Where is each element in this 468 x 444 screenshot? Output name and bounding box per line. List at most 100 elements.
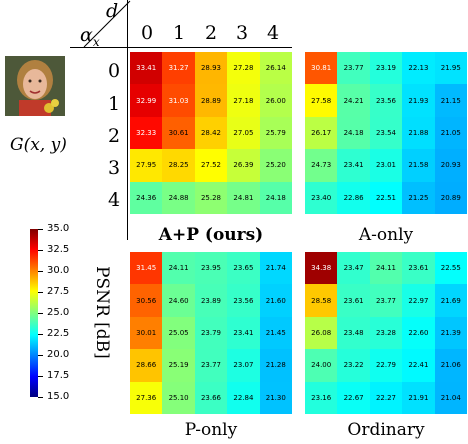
heatmap-cell: 32.99: [130, 84, 163, 117]
heatmap-cell: 21.95: [434, 52, 467, 85]
column-header-0: 0: [140, 22, 154, 44]
colorbar-tick-1: [38, 250, 43, 251]
heatmap-cell: 23.66: [194, 381, 228, 414]
heatmap-cell: 31.45: [130, 252, 163, 285]
heatmap-cell: 27.36: [130, 381, 163, 414]
colorbar-tick-3: [38, 292, 43, 293]
alpha-axis-label: αx: [80, 24, 100, 49]
heatmap-cell: 21.91: [402, 381, 435, 414]
heatmap-cell: 24.21: [337, 84, 370, 117]
column-header-4: 4: [266, 22, 280, 44]
colorbar: [30, 229, 38, 397]
heatmap-cell: 24.73: [305, 149, 338, 182]
heatmap-cell: 21.69: [434, 284, 467, 317]
heatmap-cell: 21.30: [259, 381, 292, 414]
heatmap-cell: 28.42: [194, 116, 228, 150]
colorbar-tick-label-2: 30.0: [47, 265, 70, 276]
heatmap-cell: 23.48: [337, 316, 370, 350]
heatmap-cell: 28.58: [305, 284, 338, 317]
heatmap-cell: 22.60: [402, 316, 435, 350]
row-header-0: 0: [108, 60, 121, 82]
heatmap-cell: 25.05: [162, 316, 195, 350]
d-axis-label: d: [106, 0, 119, 22]
colorbar-tick-2: [38, 271, 43, 272]
colorbar-tick-7: [38, 376, 43, 377]
heatmap-cell: 21.06: [434, 349, 467, 382]
row-header-4: 4: [108, 189, 121, 211]
colorbar-tick-8: [38, 397, 43, 398]
heatmap-cell: 23.61: [337, 284, 370, 317]
heatmap-cell: 22.27: [369, 381, 403, 414]
alpha-subscript: x: [92, 34, 100, 49]
heatmap-cell: 20.89: [434, 181, 467, 214]
heatmap-cell: 25.10: [162, 381, 195, 414]
heatmap-cell: 22.51: [369, 181, 403, 214]
heatmap-cell: 23.89: [194, 284, 228, 317]
colorbar-tick-label-0: 35.0: [47, 223, 70, 234]
heatmap-cell: 24.81: [227, 181, 260, 214]
heatmap-cell: 22.86: [337, 181, 370, 214]
heatmap-cell: 31.27: [162, 52, 195, 85]
heatmap-cell: 24.88: [162, 181, 195, 214]
heatmap-ordinary: 34.38 23.47 24.11 23.61 22.55 28.58 23.61 23.77…: [305, 252, 467, 414]
heatmap-cell: 23.79: [194, 316, 228, 350]
heatmap-cell: 23.56: [227, 284, 260, 317]
heatmap-cell: 23.19: [369, 52, 403, 85]
heatmap-cell: 30.56: [130, 284, 163, 317]
colorbar-tick-label-4: 25.0: [47, 307, 70, 318]
heatmap-cell: 20.93: [434, 149, 467, 182]
image-caption: G(x, y): [10, 135, 67, 155]
heatmap-cell: 26.14: [259, 52, 292, 85]
heatmap-cell: 23.77: [337, 52, 370, 85]
heatmap-cell: 28.89: [194, 84, 228, 117]
heatmap-cell: 23.01: [369, 149, 403, 182]
colorbar-tick-label-7: 17.5: [47, 370, 70, 381]
heatmap-cell: 21.39: [434, 316, 467, 350]
heatmap-cell: 23.77: [194, 349, 228, 382]
heatmap-cell: 21.15: [434, 84, 467, 117]
heatmap-cell: 24.60: [162, 284, 195, 317]
colorbar-tick-label-8: 15.0: [47, 391, 70, 402]
heatmap-cell: 22.13: [402, 52, 435, 85]
heatmap-cell: 21.88: [402, 116, 435, 150]
heatmap-cell: 27.28: [227, 52, 260, 85]
heatmap-cell: 22.84: [227, 381, 260, 414]
alpha-symbol: α: [80, 24, 93, 46]
heatmap-cell: 23.16: [305, 381, 338, 414]
heatmap-cell: 22.55: [434, 252, 467, 285]
heatmap-cell: 30.01: [130, 316, 163, 350]
heatmap-cell: 21.05: [434, 116, 467, 150]
heatmap-cell: 23.56: [369, 84, 403, 117]
colorbar-tick-label-1: 32.5: [47, 244, 70, 255]
colorbar-label: PSNR [dB]: [92, 266, 112, 359]
heatmap-cell: 21.74: [259, 252, 292, 285]
colorbar-tick-0: [38, 229, 43, 230]
heatmap-cell: 21.28: [259, 349, 292, 382]
heatmap-cell: 22.97: [402, 284, 435, 317]
heatmap-cell: 25.79: [259, 116, 292, 150]
heatmap-cell: 21.58: [402, 149, 435, 182]
heatmap-cell: 23.95: [194, 252, 228, 285]
heatmap-cell: 23.77: [369, 284, 403, 317]
caption-ordinary: Ordinary: [347, 420, 425, 440]
heatmap-cell: 22.67: [337, 381, 370, 414]
colorbar-tick-6: [38, 355, 43, 356]
heatmap-a-plus-p: 33.41 31.27 28.93 27.28 26.14 32.99 31.03 28.89…: [130, 52, 292, 214]
header-divider-h: [70, 47, 292, 48]
heatmap-cell: 23.41: [337, 149, 370, 182]
heatmap-cell: 24.18: [337, 116, 370, 150]
row-header-1: 1: [108, 93, 121, 115]
heatmap-cell: 30.81: [305, 52, 338, 85]
heatmap-p-only: 31.45 24.11 23.95 23.65 21.74 30.56 24.60 23.89…: [130, 252, 292, 414]
heatmap-cell: 23.28: [369, 316, 403, 350]
heatmap-cell: 28.66: [130, 349, 163, 382]
heatmap-cell: 27.05: [227, 116, 260, 150]
heatmap-cell: 27.52: [194, 149, 228, 182]
heatmap-cell: 27.18: [227, 84, 260, 117]
heatmap-cell: 21.25: [402, 181, 435, 214]
heatmap-cell: 22.41: [402, 349, 435, 382]
colorbar-tick-label-6: 20.0: [47, 349, 70, 360]
heatmap-cell: 31.03: [162, 84, 195, 117]
heatmap-cell: 24.00: [305, 349, 338, 382]
heatmap-cell: 24.11: [369, 252, 403, 285]
